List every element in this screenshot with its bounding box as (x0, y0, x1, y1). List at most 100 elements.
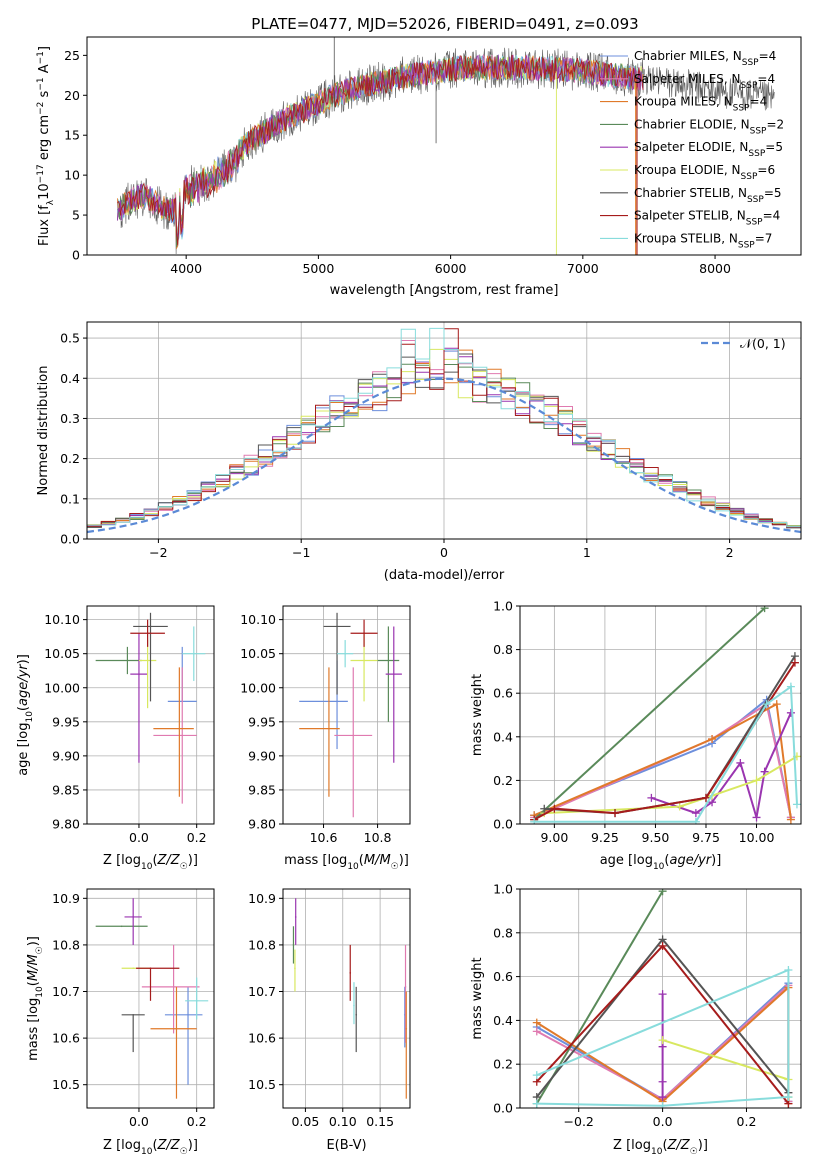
y-tick-label: 0.3 (60, 411, 80, 426)
y-tick-label: 9.90 (52, 748, 80, 763)
chart-layer: 4000 5000 6000 7000 80000510152025wavelength… (16, 36, 802, 1157)
y-tick-label: 0.6 (493, 686, 513, 701)
x-tick-label: 9.75 (692, 830, 720, 845)
weight-line-salpeter-elodie (651, 712, 792, 818)
plus-marker (647, 793, 656, 802)
data-point (336, 625, 338, 628)
plus-marker (540, 804, 549, 813)
data-point (363, 659, 365, 662)
y-tick-label: 10.10 (44, 612, 80, 627)
x-tick-label: −1 (292, 545, 310, 560)
data-point (192, 652, 195, 655)
x-tick-label: 0.05 (291, 1114, 319, 1129)
chart-spectrum: 4000 5000 6000 7000 8000 0 5 10 15 20 25 wavelength… (36, 36, 802, 298)
x-tick-label: 0.0 (129, 830, 149, 845)
legend-entry: Salpeter MILES, NSSP=4 (634, 72, 775, 91)
legend-entry: Chabrier STELIB, NSSP=5 (634, 186, 782, 205)
histogram-salpeter-stelib (87, 328, 801, 528)
legend-entry: Chabrier ELODIE, NSSP=2 (634, 117, 784, 136)
x-tick-label: 0 (440, 545, 448, 560)
y-axis-label: Flux [fλ10−17 erg cm−2 s−1 A−1] (36, 46, 56, 246)
plus-marker (532, 1071, 541, 1080)
axes-frame (86, 321, 802, 540)
legend-entry: Salpeter STELIB, NSSP=4 (634, 209, 780, 228)
x-tick-label: −0.2 (564, 1114, 594, 1129)
data-point (355, 1014, 358, 1016)
plus-marker (532, 1027, 541, 1036)
plus-marker (762, 700, 771, 709)
data-point (132, 916, 134, 918)
x-tick-label: 0.2 (187, 830, 207, 845)
y-tick-label: 10.8 (52, 937, 80, 952)
y-axis-label: age [log10(age/yr)] (16, 654, 35, 776)
data-point (172, 986, 175, 988)
plus-marker (658, 1077, 667, 1086)
chart-age_vs_mass: 10.6 10.8 9.80 9.85 9.90 9.95 10.00 10.05 10.10 m… (240, 605, 411, 872)
weight-line-chabrier-elodie (533, 607, 766, 821)
data-point (149, 625, 152, 628)
axes-frame (86, 888, 215, 1109)
x-tick-label: 10.00 (739, 830, 775, 845)
weight-line-salpeter-miles (533, 702, 792, 819)
plus-marker (786, 708, 795, 717)
y-tick-label: 10.05 (240, 646, 276, 661)
plus-marker (784, 966, 793, 975)
x-axis-label: mass [log10(M/M☉)] (284, 853, 409, 872)
chart-weight_vs_age: 9.00 9.25 9.50 9.75 10.00 0.0 0.2 0.4 0.6 0.8 1.0 a… (470, 599, 802, 872)
x-axis-label: wavelength [Angstrom, rest frame] (330, 283, 559, 298)
axes-frame (519, 605, 802, 825)
plus-marker (708, 734, 717, 743)
x-tick-label: 4000 (170, 261, 202, 276)
y-tick-label: 0.6 (493, 969, 513, 984)
data-point (294, 916, 297, 918)
plus-marker (736, 758, 745, 767)
legend-entry: 𝒩(0, 1) (740, 336, 786, 351)
x-tick-label: 0.2 (187, 1114, 207, 1129)
y-tick-label: 0.8 (493, 925, 513, 940)
data-point (132, 1014, 134, 1016)
normal-curve (87, 377, 801, 534)
data-point (294, 967, 296, 970)
y-tick-label: 10.5 (248, 1077, 276, 1092)
y-tick-label: 15 (64, 128, 80, 143)
plus-marker (786, 815, 795, 824)
weight-line-chabrier-elodie (535, 890, 664, 1105)
x-tick-label: 0.15 (366, 1114, 394, 1129)
axes-frame (282, 605, 411, 825)
data-point (149, 967, 152, 970)
plus-marker (760, 767, 769, 776)
weight-line-kroupa-miles (533, 702, 792, 820)
x-tick-label: 0.2 (737, 1114, 757, 1129)
y-tick-label: 0.5 (60, 331, 80, 346)
y-tick-label: 10.5 (52, 1077, 80, 1092)
legend-entry: Kroupa STELIB, NSSP=7 (634, 231, 772, 250)
y-axis-label: mass weight (470, 674, 485, 756)
data-point (195, 1000, 198, 1002)
y-tick-label: 1.0 (493, 882, 513, 897)
axes-frame (519, 888, 802, 1109)
y-tick-label: 9.85 (248, 782, 276, 797)
histogram-kroupa-stelib (87, 327, 801, 527)
plus-marker (784, 1093, 793, 1102)
x-tick-label: 0.0 (129, 1114, 149, 1129)
y-tick-label: 20 (64, 88, 80, 103)
plus-marker (658, 889, 667, 896)
plus-marker (658, 1101, 667, 1108)
plus-marker (792, 800, 801, 809)
x-tick-label: 1 (583, 545, 591, 560)
data-point (328, 727, 330, 730)
weight-line-salpeter-stelib (533, 662, 796, 821)
x-axis-label: Z [log10(Z/Z☉)] (613, 1138, 708, 1157)
y-tick-label: 10.7 (248, 984, 276, 999)
plus-marker (701, 793, 710, 802)
plus-marker (752, 776, 761, 785)
plus-marker (786, 682, 795, 691)
y-tick-label: 10.6 (52, 1031, 80, 1046)
x-tick-label: 9.50 (642, 830, 670, 845)
data-point (187, 1014, 189, 1016)
y-tick-label: 0.2 (493, 1057, 513, 1072)
plot-area (87, 327, 801, 534)
x-tick-label: 7000 (567, 261, 599, 276)
axes-frame (86, 36, 802, 256)
chart-mass_vs_Z: 0.0 0.2 10.5 10.6 10.7 10.8 10.9 Z [log10(Z/Z☉)… (26, 888, 215, 1157)
